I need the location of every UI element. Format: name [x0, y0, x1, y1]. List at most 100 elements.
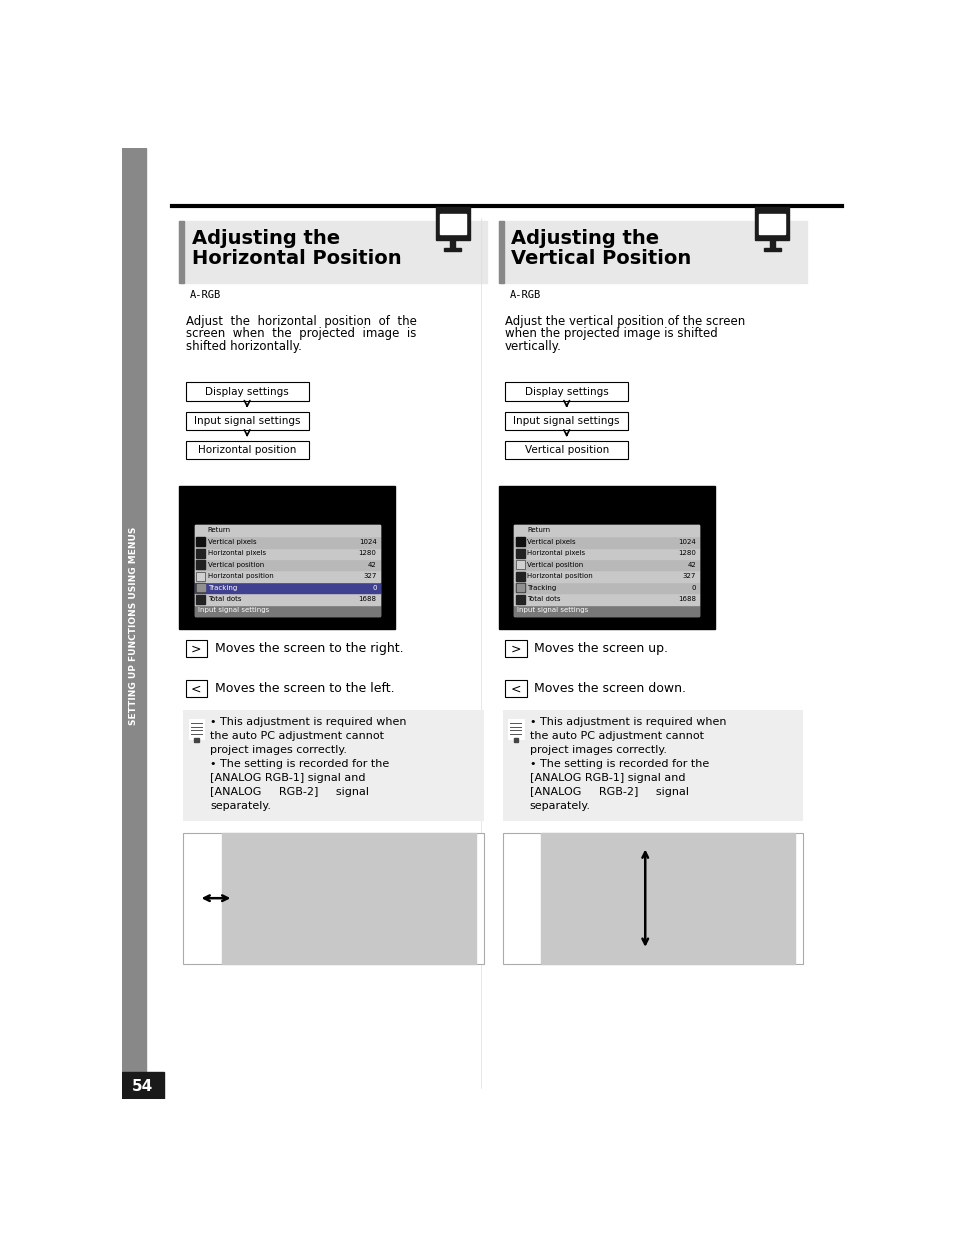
- Bar: [194, 559, 379, 571]
- Bar: [514, 582, 699, 593]
- Bar: [516, 548, 524, 558]
- Text: Display settings: Display settings: [205, 387, 289, 396]
- Bar: [508, 719, 523, 739]
- Bar: [183, 710, 483, 821]
- Text: 54: 54: [132, 1078, 152, 1093]
- Bar: [194, 582, 379, 593]
- Text: Vertical Position: Vertical Position: [511, 248, 691, 268]
- Bar: [444, 247, 460, 252]
- Text: Moves the screen to the left.: Moves the screen to the left.: [214, 682, 394, 695]
- Text: Vertical position: Vertical position: [208, 562, 264, 568]
- Bar: [514, 525, 699, 615]
- Bar: [185, 680, 207, 698]
- Bar: [514, 559, 699, 571]
- Text: Adjust the vertical position of the screen: Adjust the vertical position of the scre…: [504, 315, 744, 329]
- Bar: [769, 240, 774, 247]
- Text: 1280: 1280: [358, 551, 376, 556]
- Bar: [504, 680, 526, 698]
- Text: Adjust  the  horizontal  position  of  the: Adjust the horizontal position of the: [185, 315, 416, 329]
- Bar: [194, 536, 379, 547]
- Bar: [196, 561, 205, 569]
- Bar: [194, 593, 379, 605]
- Text: screen  when  the  projected  image  is: screen when the projected image is: [185, 327, 416, 341]
- Bar: [121, 148, 146, 1099]
- Text: Adjusting the: Adjusting the: [192, 228, 339, 248]
- Bar: [516, 594, 524, 604]
- Text: 0: 0: [691, 584, 696, 590]
- Text: Return: Return: [208, 527, 231, 534]
- Text: shifted horizontally.: shifted horizontally.: [185, 340, 301, 352]
- Text: Tracking: Tracking: [208, 584, 236, 590]
- Bar: [185, 383, 309, 401]
- Bar: [439, 214, 465, 233]
- Text: 327: 327: [682, 573, 696, 579]
- Text: A-RGB: A-RGB: [509, 289, 540, 300]
- Text: Vertical pixels: Vertical pixels: [527, 538, 576, 545]
- Bar: [194, 525, 379, 536]
- Bar: [516, 572, 524, 580]
- Text: Tracking: Tracking: [527, 584, 556, 590]
- Bar: [513, 739, 517, 742]
- Text: Vertical position: Vertical position: [524, 445, 608, 454]
- Bar: [179, 221, 184, 283]
- Text: vertically.: vertically.: [504, 340, 561, 352]
- Bar: [516, 583, 524, 593]
- Bar: [196, 548, 205, 558]
- Bar: [514, 536, 699, 547]
- Bar: [189, 719, 204, 739]
- Text: Horizontal Position: Horizontal Position: [192, 248, 401, 268]
- Bar: [179, 221, 487, 283]
- Bar: [755, 207, 788, 240]
- Text: when the projected image is shifted: when the projected image is shifted: [504, 327, 717, 341]
- Text: Moves the screen up.: Moves the screen up.: [534, 642, 668, 656]
- Bar: [187, 288, 224, 301]
- Bar: [196, 594, 205, 604]
- Text: 42: 42: [367, 562, 376, 568]
- Bar: [517, 584, 524, 592]
- Text: Input signal settings: Input signal settings: [517, 608, 588, 614]
- Bar: [514, 547, 699, 559]
- Bar: [196, 537, 205, 546]
- Text: A-RGB: A-RGB: [190, 289, 221, 300]
- Bar: [436, 207, 469, 240]
- Bar: [498, 221, 503, 283]
- Text: 327: 327: [363, 573, 376, 579]
- Bar: [506, 288, 543, 301]
- Bar: [498, 487, 714, 629]
- Bar: [179, 487, 395, 629]
- Bar: [196, 583, 205, 593]
- Text: Horizontal position: Horizontal position: [198, 445, 296, 454]
- Bar: [450, 240, 455, 247]
- Text: Display settings: Display settings: [524, 387, 608, 396]
- Bar: [514, 525, 699, 536]
- Bar: [504, 640, 526, 657]
- Text: >: >: [191, 642, 201, 656]
- Text: Adjusting the: Adjusting the: [511, 228, 659, 248]
- Bar: [185, 411, 309, 430]
- Bar: [194, 605, 379, 615]
- Bar: [221, 832, 476, 963]
- Text: 42: 42: [686, 562, 696, 568]
- Bar: [185, 441, 309, 459]
- Bar: [194, 525, 379, 615]
- Bar: [197, 584, 205, 592]
- Bar: [193, 739, 198, 742]
- Bar: [502, 710, 802, 821]
- Text: Input signal settings: Input signal settings: [197, 608, 269, 614]
- Text: Total dots: Total dots: [527, 597, 560, 603]
- Text: Return: Return: [527, 527, 550, 534]
- Text: Input signal settings: Input signal settings: [193, 416, 300, 426]
- Bar: [514, 605, 699, 615]
- Text: 1280: 1280: [678, 551, 696, 556]
- Text: 1024: 1024: [358, 538, 376, 545]
- Bar: [540, 832, 795, 963]
- Bar: [514, 593, 699, 605]
- Text: Input signal settings: Input signal settings: [513, 416, 619, 426]
- Bar: [504, 441, 628, 459]
- Text: Horizontal position: Horizontal position: [208, 573, 274, 579]
- Bar: [194, 571, 379, 582]
- Bar: [504, 383, 628, 401]
- Text: Vertical position: Vertical position: [527, 562, 583, 568]
- Text: <: <: [510, 682, 520, 695]
- Text: Total dots: Total dots: [208, 597, 241, 603]
